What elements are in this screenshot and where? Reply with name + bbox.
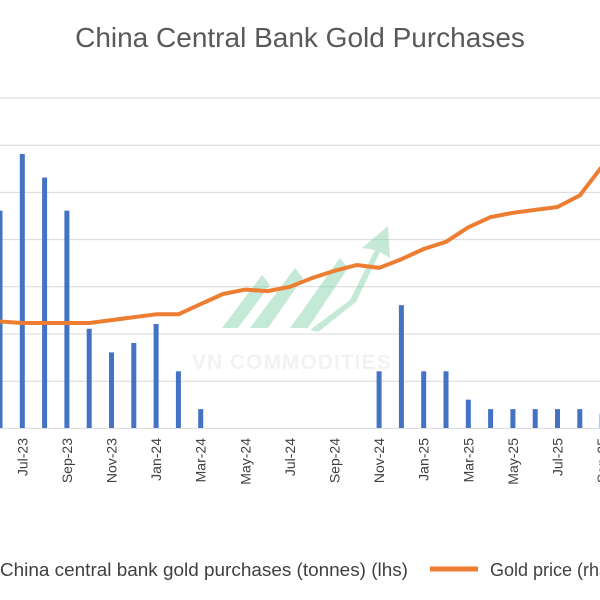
gridlines [0,97,600,429]
bar [376,371,382,428]
bar [19,153,25,428]
bar [42,177,48,428]
x-tick-label: Sep-23 [59,438,75,483]
x-tick-label: Nov-23 [104,438,120,483]
x-tick-label: Jan-24 [148,438,164,481]
legend-label-gold-price: Gold price (rhs) [490,560,600,580]
bar [109,352,114,428]
bar [64,210,70,428]
gold-price-line [0,165,600,325]
bar [532,409,538,428]
bar [421,371,427,428]
x-axis-tick-labels: Jul-23 Sep-23 Nov-23 Jan-24 Mar-24 May-24 Jul-… [14,438,600,485]
bar [131,342,137,428]
bar [577,409,583,428]
x-tick-label: Jul-25 [550,438,566,476]
bar [198,409,204,428]
x-tick-label: Jan-25 [416,438,432,481]
watermark-logo: VN COMMODITIES [192,226,392,374]
bar [555,409,560,428]
x-tick-label: May-25 [505,438,521,485]
x-tick-label: Sep-25 [594,438,600,483]
bar [175,371,181,428]
x-tick-label: Mar-25 [460,438,476,483]
watermark-text: VN COMMODITIES [192,351,392,374]
bar [443,371,449,428]
x-tick-label: Mar-24 [193,438,209,483]
bar [510,409,516,428]
x-tick-label: Jul-23 [14,438,30,476]
bar-series [0,153,600,428]
bar [153,324,159,428]
x-tick-label: Nov-24 [371,438,387,483]
bar [465,399,471,428]
bar [86,328,92,428]
x-tick-label: May-24 [237,438,253,485]
chart-title: China Central Bank Gold Purchases [75,22,525,53]
legend-label-purchases: China central bank gold purchases (tonne… [0,560,408,580]
bar [398,305,404,428]
bar [0,210,3,428]
bar [488,409,494,428]
x-tick-label: Jul-24 [282,438,298,476]
legend: China central bank gold purchases (tonne… [0,560,600,580]
x-tick-label: Sep-24 [327,438,343,483]
